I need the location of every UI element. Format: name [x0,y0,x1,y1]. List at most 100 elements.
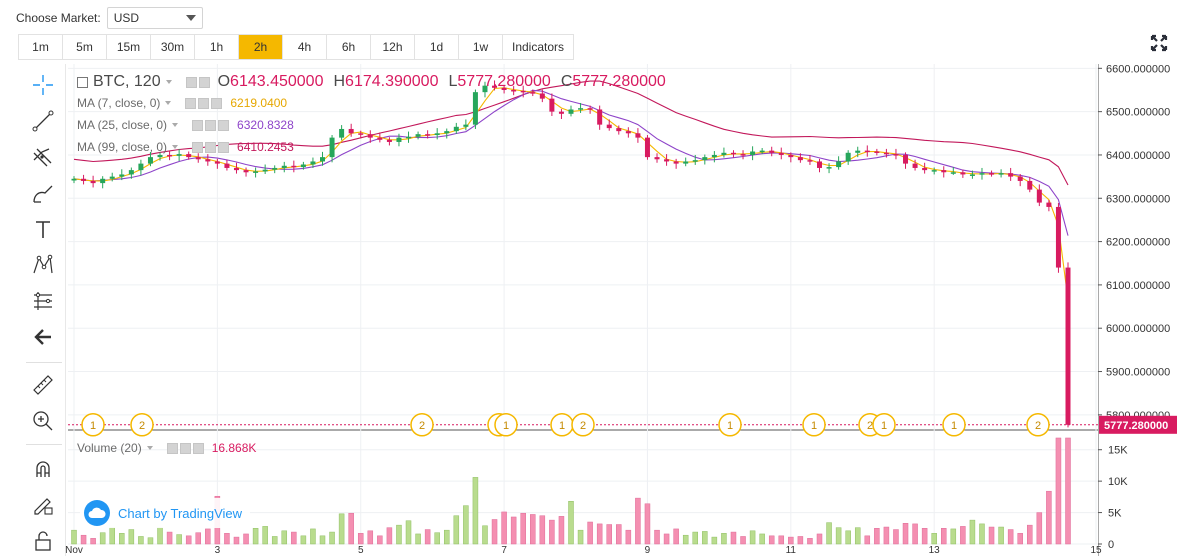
magnet-tool[interactable] [28,454,58,484]
event-marker-label: 2 [1035,420,1041,432]
interval-1w-button[interactable]: 1w [459,35,503,59]
close-icon[interactable] [192,442,204,454]
close-value: 5777.280000 [572,73,666,90]
event-marker-label: 1 [559,420,565,432]
gear-icon[interactable] [198,76,210,88]
ma7-legend: MA (7, close, 0) 6219.0400 [77,96,287,110]
volume-bar [329,531,335,545]
candle-body [664,159,670,162]
interval-5m-button[interactable]: 5m [63,35,107,59]
volume-bar [883,526,890,545]
candle-body [883,152,889,155]
gear-icon[interactable] [205,119,217,131]
trend-line-tool[interactable] [28,106,58,136]
volume-bar [912,523,918,545]
interval-6h-button[interactable]: 6h [327,35,371,59]
back-tool[interactable] [28,322,58,352]
candle-body [597,109,603,125]
candle-body [100,178,106,184]
event-marker: 1 [494,413,518,437]
candle-body [683,161,689,164]
lock-tool[interactable] [28,526,58,556]
candle-body [348,128,354,134]
candle-body [778,152,784,155]
gear-icon[interactable] [198,97,210,109]
close-icon[interactable] [218,141,230,153]
candle-body [855,150,861,153]
interval-12h-button[interactable]: 12h [371,35,415,59]
eye-icon[interactable] [185,76,197,88]
gear-icon[interactable] [205,141,217,153]
volume-bar [1065,437,1071,545]
interval-2h-button[interactable]: 2h [239,35,283,59]
candle-body [310,161,316,165]
tradingview-watermark[interactable]: Chart by TradingView [80,498,251,528]
symbol-legend: BTC, 120 O 6143.450000 H 6174.390000 L 5… [77,73,666,91]
candle-body [549,98,555,112]
volume-bar [281,530,288,545]
eye-icon[interactable] [185,97,197,109]
pencil-lock-icon [34,498,53,515]
indicators-button[interactable]: Indicators [511,40,565,54]
candle-body [788,154,794,158]
price-chart[interactable]: 1222112112112 [68,64,1098,556]
volume-bar [482,525,488,545]
price-tick-label: 6000.000000 [1106,323,1170,335]
interval-4h-button[interactable]: 4h [283,35,327,59]
eye-icon[interactable] [192,141,204,153]
candle-body [224,163,230,168]
collapse-icon[interactable] [77,76,88,88]
fullscreen-icon[interactable] [1150,34,1168,52]
pattern-tool[interactable] [28,250,58,280]
volume-bar [969,519,976,545]
volume-bar [80,534,87,545]
volume-bar [367,530,374,545]
chevron-down-icon[interactable] [165,101,172,105]
eye-icon[interactable] [192,119,204,131]
candle-body [931,170,937,172]
eye-icon[interactable] [166,442,178,454]
gear-icon[interactable] [179,442,191,454]
market-select[interactable]: USD [106,7,203,29]
market-selector-row: Choose Market: USD [16,6,203,30]
event-marker: 1 [942,413,966,437]
volume-bar [960,526,966,545]
interval-1m-button[interactable]: 1m [19,35,63,59]
watermark-text: Chart by TradingView [118,505,243,521]
candle-body [463,124,469,127]
high-label: H [333,73,346,90]
interval-1h-button[interactable]: 1h [195,35,239,59]
close-icon[interactable] [211,97,223,109]
volume-bar [1046,490,1052,545]
interval-1d-button[interactable]: 1d [415,35,459,59]
chevron-down-icon[interactable] [165,80,172,84]
candle-body [511,89,517,92]
candle-body [396,137,402,142]
chevron-down-icon[interactable] [172,145,179,149]
candle-body [530,92,536,94]
price-axis[interactable]: 6600.000000 6500.000000 6400.000000 6300.00… [1098,64,1196,556]
brush-icon [33,185,53,203]
time-axis[interactable]: Nov 3 5 7 9 11 13 15 [65,545,1101,556]
interval-30m-button[interactable]: 30m [151,35,195,59]
event-marker-label: 2 [419,420,425,432]
crosshair-tool[interactable] [28,70,58,100]
volume-bar [1055,437,1062,545]
close-icon[interactable] [218,119,230,131]
pitchfork-tool[interactable] [28,142,58,172]
zoom-tool[interactable] [28,406,58,436]
candle-body [243,170,249,173]
text-tool[interactable] [28,214,58,244]
volume-bar [444,529,450,545]
lock-drawing-tool[interactable] [28,490,58,520]
candle-body [119,174,125,177]
event-marker-circle [942,413,966,437]
interval-15m-button[interactable]: 15m [107,35,151,59]
chevron-down-icon[interactable] [172,123,179,127]
volume-bar [147,537,154,545]
measure-tool[interactable] [28,370,58,400]
fib-tool[interactable] [28,286,58,316]
candle-body [912,163,918,168]
chevron-down-icon[interactable] [146,446,153,450]
brush-tool[interactable] [28,178,58,208]
